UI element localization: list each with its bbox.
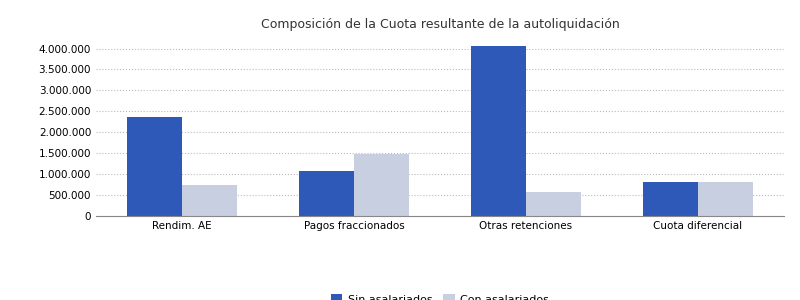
Title: Composición de la Cuota resultante de la autoliquidación: Composición de la Cuota resultante de la… — [261, 18, 619, 31]
Bar — [526, 192, 581, 216]
Bar — [471, 46, 526, 216]
Bar — [698, 182, 753, 216]
Bar — [354, 154, 409, 216]
Legend: Sin asalariados, Con asalariados: Sin asalariados, Con asalariados — [326, 290, 554, 300]
Bar — [182, 184, 238, 216]
Bar — [642, 182, 698, 216]
Bar — [127, 117, 182, 216]
Bar — [299, 171, 354, 216]
